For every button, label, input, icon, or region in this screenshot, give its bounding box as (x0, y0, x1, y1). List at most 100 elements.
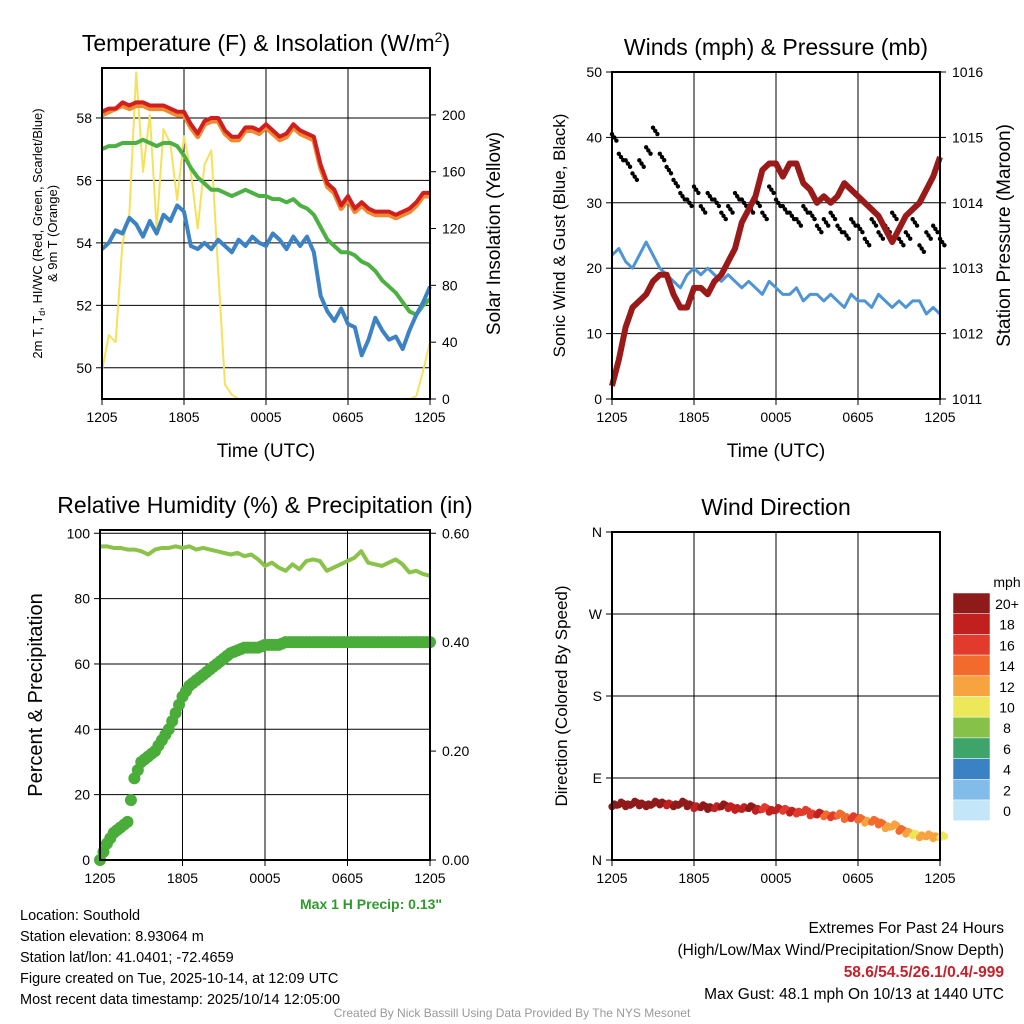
extremes-values: 58.6/54.5/26.1/0.4/-999 (843, 964, 1004, 981)
gust-point (919, 246, 924, 251)
title-close: ) (442, 30, 450, 56)
gust-point (712, 197, 717, 202)
gust-point (782, 207, 788, 212)
gust-point (623, 158, 628, 163)
gust-point (819, 229, 824, 235)
gust-point (889, 210, 895, 215)
colorbar-swatch (952, 779, 991, 801)
gust-point (678, 190, 683, 196)
colorbar-swatch (952, 592, 991, 614)
title-superscript: 2 (435, 29, 443, 45)
gust-point (639, 161, 644, 166)
gust-point (776, 200, 781, 205)
gust-point (832, 216, 838, 222)
gust-point (705, 190, 710, 196)
gust-point (634, 177, 640, 183)
plot-frame (611, 531, 941, 861)
y2-tick-label: 1016 (952, 64, 983, 80)
gust-point (684, 197, 690, 202)
location: Location: Southold (20, 908, 141, 924)
gust-point (871, 220, 877, 225)
gust-point (687, 200, 692, 205)
y2-tick-label: 1013 (952, 260, 983, 276)
gust-point (664, 164, 669, 170)
y-axis-label: Direction (Colored By Speed) (552, 585, 571, 806)
max-gust: Max Gust: 48.1 mph On 10/13 at 1440 UTC (704, 986, 1004, 1003)
gust-point (842, 230, 847, 235)
y2-tick-label: 0.20 (442, 743, 469, 759)
y-tick-label: W (589, 606, 603, 622)
y-tick-label: 30 (586, 195, 602, 211)
x-tick-label: 0605 (842, 409, 873, 425)
gust-point (643, 145, 649, 150)
gust-point (912, 220, 918, 225)
elevation: Station elevation: 8.93064 m (20, 929, 204, 945)
series-hi-wc (100, 203, 432, 358)
gust-point (869, 217, 874, 222)
gust-point (848, 217, 854, 222)
gust-point (691, 184, 697, 189)
colorbar-label: 2 (1003, 782, 1011, 798)
gust-point (764, 216, 769, 222)
colorbar-label: 4 (1003, 762, 1011, 778)
x-tick-label: 1205 (414, 409, 445, 425)
gust-point (908, 236, 913, 241)
x-tick-label: 1205 (84, 870, 115, 886)
gust-point (757, 203, 763, 209)
y2-axis-label: Station Pressure (Maroon) (994, 124, 1015, 347)
gust-point (750, 210, 756, 215)
colorbar-label: 6 (1003, 741, 1011, 757)
max-precip-annotation: Max 1 H Precip: 0.13" (300, 896, 443, 912)
colorbar-label: 12 (999, 679, 1015, 695)
y2-tick-label: 120 (442, 221, 466, 237)
extremes-title: Extremes For Past 24 Hours (808, 920, 1004, 937)
gust-point (637, 158, 642, 163)
extremes-info: Extremes For Past 24 Hours (High/Low/Max… (678, 918, 1005, 1006)
x-tick-label: 0005 (249, 870, 280, 886)
gust-point (632, 174, 637, 179)
y-tick-label: 40 (74, 721, 90, 737)
gust-point (700, 207, 706, 212)
x-tick-label: 1205 (596, 870, 627, 886)
gust-point (671, 177, 676, 183)
credit: Created By Nick Bassill Using Data Provi… (333, 1006, 691, 1020)
y-tick-label: 20 (586, 260, 602, 276)
gust-point (928, 236, 933, 241)
y-axis-label-rest: , HI/WC (Red, Green, Scarlet/Blue) (30, 108, 45, 310)
gust-point (901, 243, 906, 248)
y-axis-label: 2m T, Td, HI/WC (Red, Green, Scarlet/Blu… (30, 108, 47, 358)
colorbar-title: mph (993, 574, 1020, 590)
y2-tick-label: 0.40 (442, 634, 469, 650)
colorbar-swatch (952, 696, 991, 718)
gust-point (812, 216, 817, 222)
gust-point (926, 233, 931, 238)
gust-point (942, 243, 947, 248)
gust-point (716, 203, 722, 209)
gust-point (766, 184, 772, 189)
colorbar-swatch (952, 675, 991, 697)
lat-lon: Station lat/lon: 41.0401; -72.4659 (20, 950, 234, 966)
colorbar-label: 18 (999, 617, 1015, 633)
gust-point (914, 223, 920, 228)
gust-point (873, 223, 879, 228)
gust-point (773, 197, 779, 202)
gust-point (876, 230, 881, 235)
gust-point (855, 223, 861, 228)
y-tick-label: 10 (586, 326, 602, 342)
gust-point (659, 154, 665, 160)
y-tick-label: 80 (74, 591, 90, 607)
precip-point (121, 815, 134, 828)
precip-point (124, 794, 137, 807)
y2-tick-label: 40 (442, 334, 458, 350)
gust-point (755, 200, 760, 205)
gust-point (894, 216, 899, 222)
gust-point (723, 216, 728, 222)
plot-frame (99, 529, 431, 861)
gust-point (707, 194, 713, 199)
gust-point (614, 138, 619, 143)
y2-tick-label: 0.60 (442, 525, 469, 541)
gust-point (835, 223, 840, 228)
panel-dir: N E S W N 1205 1805 0005 0605 1205 mph 20+ 18 16 14 12 1… (552, 494, 1021, 886)
gust-point (630, 171, 635, 176)
